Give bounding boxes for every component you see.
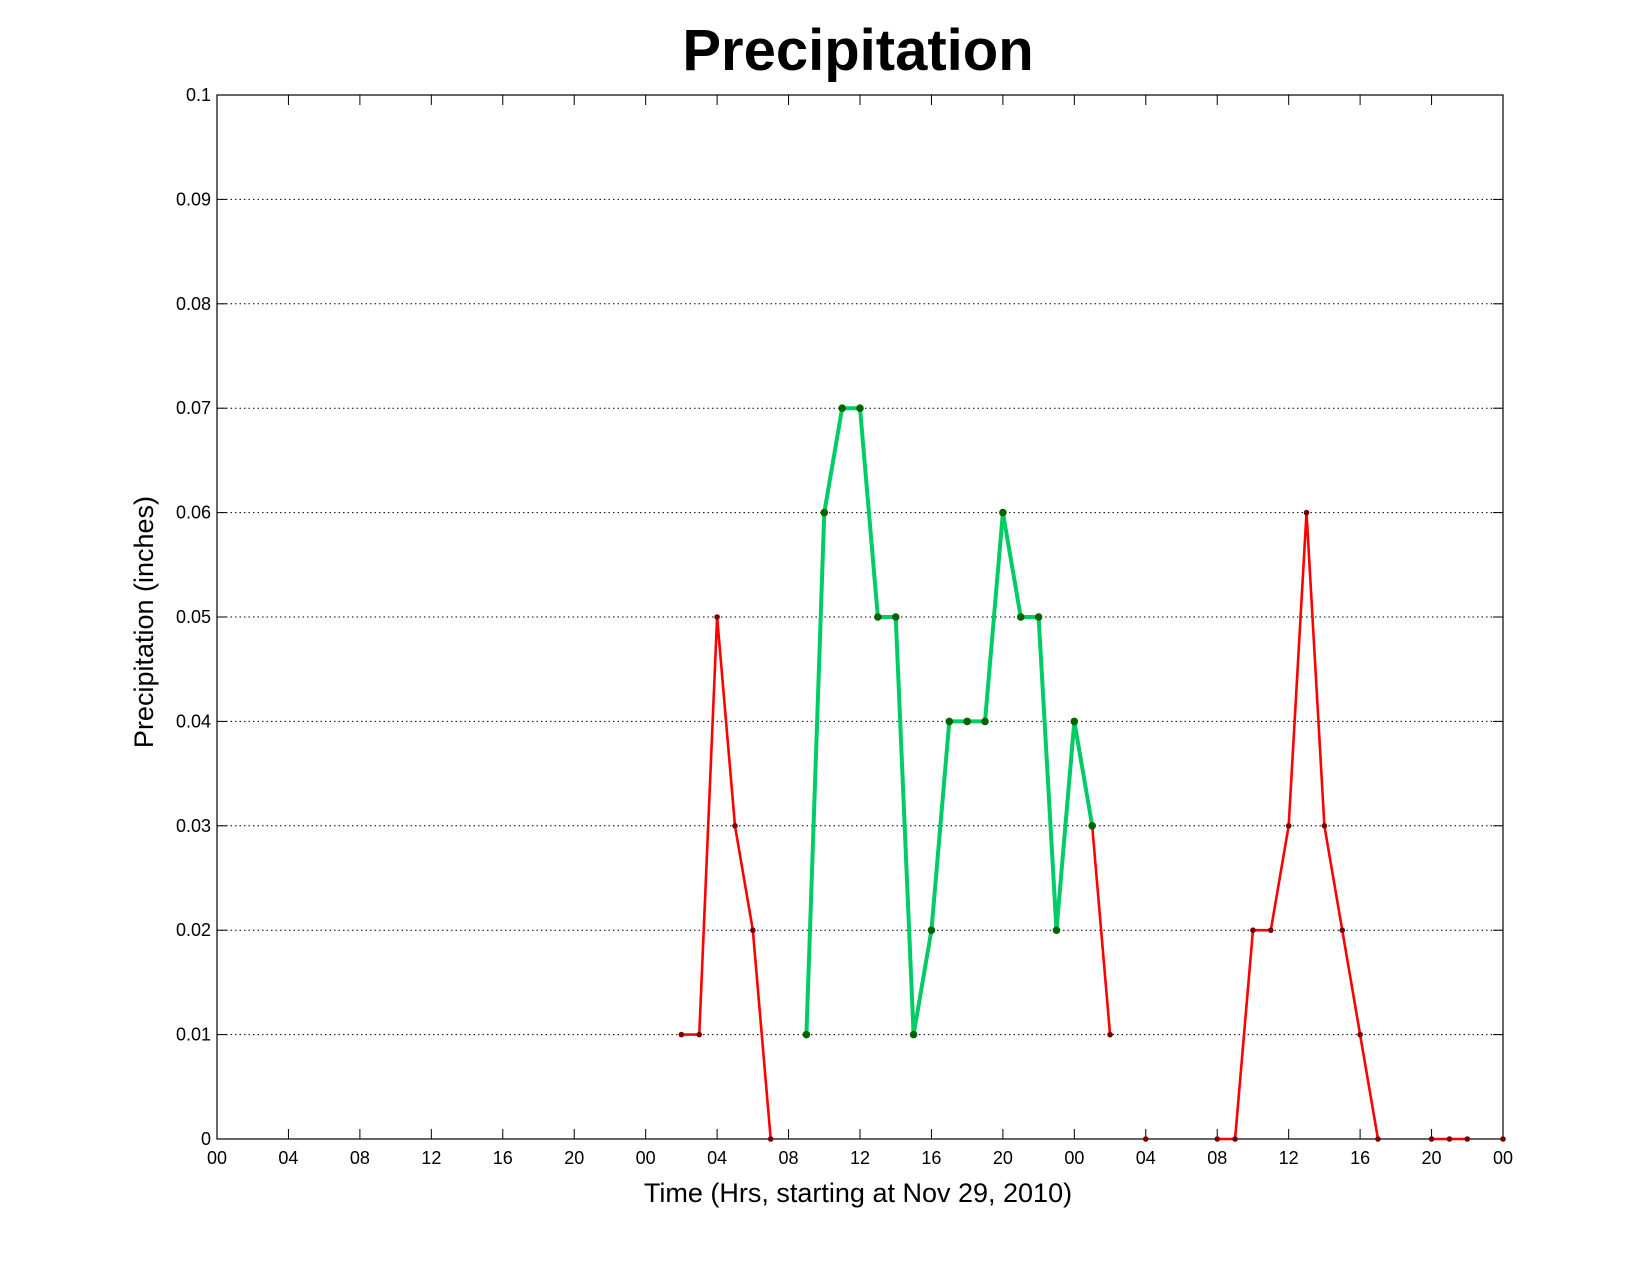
data-point xyxy=(1070,717,1079,726)
data-series xyxy=(678,404,1506,1142)
x-tick-label: 00 xyxy=(636,1148,656,1168)
data-point xyxy=(891,613,900,621)
x-tick-label: 16 xyxy=(921,1148,941,1168)
data-point xyxy=(1339,927,1346,933)
grid-lines xyxy=(217,198,1503,1036)
y-tick-label: 0.05 xyxy=(176,607,211,627)
data-point xyxy=(1357,1031,1363,1038)
data-point xyxy=(802,1030,811,1039)
x-tick-label: 08 xyxy=(1207,1148,1227,1168)
data-point xyxy=(1464,1136,1471,1142)
data-point xyxy=(1268,927,1274,933)
data-point xyxy=(945,717,954,726)
data-point xyxy=(838,404,846,413)
series-line xyxy=(680,615,772,1141)
y-tick-label: 0.08 xyxy=(176,294,211,314)
x-tick-label: 08 xyxy=(779,1148,799,1168)
series-line xyxy=(1215,511,1380,1141)
x-tick-label: 12 xyxy=(1279,1148,1299,1168)
data-point xyxy=(1142,1136,1149,1142)
data-point xyxy=(1052,926,1061,934)
x-tick-label: 16 xyxy=(493,1148,513,1168)
data-point xyxy=(1232,1136,1238,1142)
data-point xyxy=(732,823,738,829)
series-line xyxy=(1090,824,1112,1036)
x-tick-label: 16 xyxy=(1350,1148,1370,1168)
data-point xyxy=(1446,1136,1453,1142)
data-point xyxy=(1214,1136,1221,1142)
data-point xyxy=(1034,613,1043,621)
data-point xyxy=(750,927,756,933)
x-tick-label: 08 xyxy=(350,1148,370,1168)
x-axis-label: Time (Hrs, starting at Nov 29, 2010) xyxy=(644,1178,1072,1208)
y-tick-label: 0.01 xyxy=(176,1025,211,1045)
axis-ticks: 0 0.01 0.02 0.03 0.04 0.05 0.06 0.07 0.08 0.09 0.1… xyxy=(176,85,1513,1168)
y-tick-label: 0.1 xyxy=(186,85,211,105)
x-tick-label: 20 xyxy=(564,1148,584,1168)
y-tick-label: 0.02 xyxy=(176,920,211,940)
data-point xyxy=(1088,822,1096,830)
y-tick-label: 0.07 xyxy=(176,398,211,418)
data-point xyxy=(1107,1031,1113,1038)
data-point xyxy=(1500,1136,1506,1142)
y-tick-label: 0.04 xyxy=(176,711,211,731)
data-point xyxy=(874,613,882,621)
x-tick-label: 04 xyxy=(707,1148,727,1168)
y-axis-label: Precipitation (inches) xyxy=(129,496,159,748)
data-point xyxy=(1285,823,1292,829)
y-tick-label: 0.03 xyxy=(176,816,211,836)
x-tick-label: 00 xyxy=(1493,1148,1513,1168)
data-point xyxy=(678,1031,685,1038)
y-tick-label: 0.06 xyxy=(176,503,211,523)
data-point xyxy=(981,717,989,726)
x-tick-label: 12 xyxy=(850,1148,870,1168)
data-point xyxy=(1303,509,1310,516)
data-point xyxy=(909,1030,918,1039)
data-point xyxy=(1375,1136,1381,1142)
x-tick-label: 00 xyxy=(1064,1148,1084,1168)
x-tick-label: 04 xyxy=(278,1148,298,1168)
data-point xyxy=(1321,823,1328,829)
data-point xyxy=(1428,1136,1435,1142)
data-point xyxy=(1016,613,1025,621)
y-tick-label: 0 xyxy=(201,1129,211,1149)
plot-frame xyxy=(216,94,1504,1140)
chart-title: Precipitation xyxy=(682,18,1033,83)
x-tick-label: 12 xyxy=(421,1148,441,1168)
data-point xyxy=(999,508,1007,517)
x-tick-label: 20 xyxy=(993,1148,1013,1168)
data-point xyxy=(767,1136,774,1142)
data-point xyxy=(714,614,720,620)
data-point xyxy=(820,508,829,517)
data-point xyxy=(696,1031,703,1038)
data-point xyxy=(963,717,971,726)
data-point xyxy=(1250,927,1256,933)
data-point xyxy=(856,404,864,413)
x-tick-label: 00 xyxy=(207,1148,227,1168)
x-tick-label: 04 xyxy=(1136,1148,1156,1168)
y-tick-label: 0.09 xyxy=(176,189,211,209)
data-point xyxy=(927,926,936,934)
x-tick-label: 20 xyxy=(1422,1148,1442,1168)
